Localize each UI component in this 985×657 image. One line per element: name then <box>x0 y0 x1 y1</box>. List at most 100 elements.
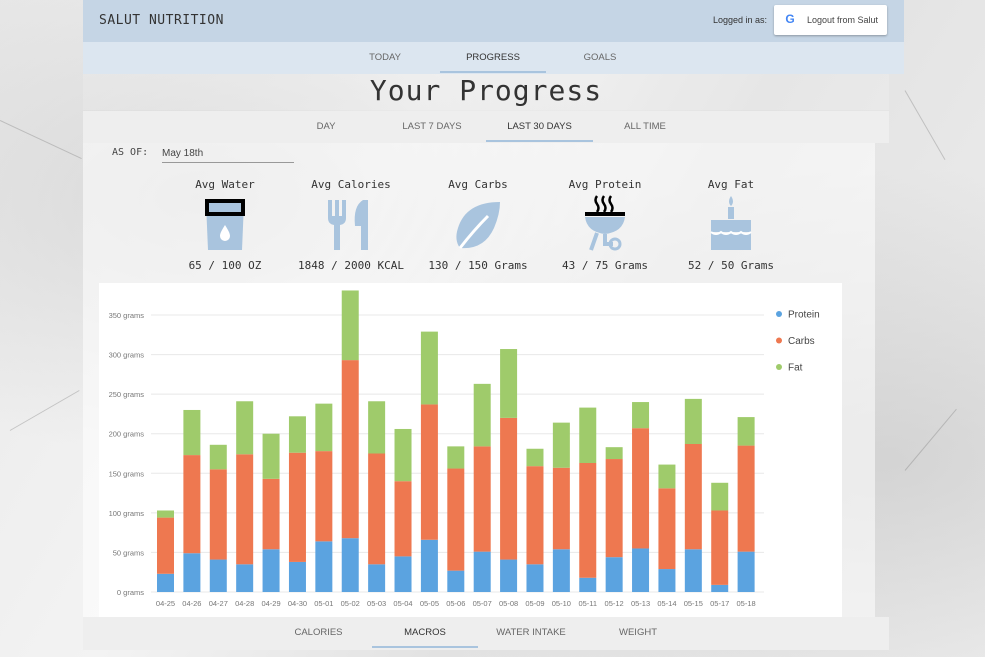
y-tick-label: 250 grams <box>109 390 145 399</box>
bar-carbs <box>236 454 254 565</box>
bar-protein <box>552 549 570 592</box>
stat-value: 43 / 75 Grams <box>561 259 649 272</box>
x-tick-label: 05-11 <box>578 599 597 608</box>
bar-carbs <box>262 478 280 550</box>
bar-fat <box>236 401 254 455</box>
x-tick-label: 04-27 <box>209 599 228 608</box>
bar-protein <box>420 539 438 592</box>
chart-tabs: CALORIES MACROS WATER INTAKE WEIGHT <box>83 617 889 650</box>
logged-in-label: Logged in as: <box>713 15 768 25</box>
cake-icon <box>671 192 791 254</box>
legend-label: Protein <box>788 310 820 321</box>
page-title: Your Progress <box>83 74 889 110</box>
bar-fat <box>447 446 465 469</box>
tab-last-7-days[interactable]: LAST 7 DAYS <box>402 121 462 132</box>
legend-label: Fat <box>788 363 803 374</box>
bar-carbs <box>420 404 438 540</box>
bar-fat <box>500 349 518 418</box>
stat-label: Avg Protein <box>568 178 642 191</box>
app-window: SALUT NUTRITION Logged in as: G Logout f… <box>83 0 904 657</box>
bar-protein <box>737 551 755 592</box>
x-tick-label: 04-25 <box>156 599 175 608</box>
tab-last-30-days[interactable]: LAST 30 DAYS <box>486 111 593 143</box>
logout-button[interactable]: G Logout from Salut <box>774 5 887 35</box>
bar-protein <box>183 553 201 592</box>
x-tick-label: 05-02 <box>341 599 360 608</box>
tab-weight[interactable]: WEIGHT <box>619 627 657 638</box>
bar-protein <box>341 538 359 592</box>
y-tick-label: 150 grams <box>109 469 145 478</box>
bar-protein <box>711 584 729 592</box>
bar-fat <box>288 416 306 453</box>
stat-protein: Avg Protein 43 / 75 Grams <box>545 178 665 272</box>
tab-goals[interactable]: GOALS <box>583 52 617 63</box>
google-icon: G <box>785 12 795 26</box>
bar-protein <box>684 549 702 592</box>
background-vein <box>9 390 80 431</box>
bar-carbs <box>500 417 518 560</box>
x-tick-label: 05-13 <box>631 599 650 608</box>
tab-water-intake[interactable]: WATER INTAKE <box>496 627 566 638</box>
bar-fat <box>209 444 227 470</box>
bar-carbs <box>658 488 676 570</box>
brand-logo[interactable]: SALUT NUTRITION <box>99 13 224 28</box>
bar-fat <box>632 402 650 429</box>
grill-icon <box>545 192 665 254</box>
x-tick-label: 05-09 <box>525 599 544 608</box>
bar-fat <box>315 403 333 452</box>
bar-protein <box>315 541 333 592</box>
bar-fat <box>157 510 174 518</box>
macros-chart-svg: 0 grams 50 grams 100 grams 150 grams 200 gra… <box>109 290 820 608</box>
y-tick-label: 50 grams <box>113 548 145 557</box>
tab-calories[interactable]: CALORIES <box>294 627 343 638</box>
legend-marker <box>776 311 782 317</box>
bar-fat <box>658 464 676 489</box>
x-tick-label: 04-28 <box>235 599 254 608</box>
bar-fat <box>473 383 491 447</box>
stat-value: 1848 / 2000 KCAL <box>298 259 404 272</box>
top-bar: SALUT NUTRITION Logged in as: G Logout f… <box>83 0 904 42</box>
bar-fat <box>552 422 570 468</box>
x-tick-label: 05-03 <box>367 599 386 608</box>
tab-day[interactable]: DAY <box>316 121 336 132</box>
as-of-label: AS OF: <box>112 147 149 158</box>
bar-carbs <box>368 453 386 565</box>
legend-label: Carbs <box>788 336 815 347</box>
x-tick-label: 05-10 <box>552 599 571 608</box>
tab-macros[interactable]: MACROS <box>372 617 478 649</box>
bar-protein <box>157 573 174 592</box>
stat-calories: Avg Calories 1848 / 2000 KCAL <box>291 178 411 272</box>
x-tick-label: 04-29 <box>261 599 280 608</box>
bar-fat <box>394 428 412 482</box>
bar-carbs <box>341 360 359 539</box>
bar-protein <box>658 569 676 592</box>
background-vein <box>904 90 946 161</box>
stat-value: 52 / 50 Grams <box>687 259 775 272</box>
bar-carbs <box>183 455 201 554</box>
x-tick-label: 05-04 <box>393 599 412 608</box>
as-of-date-input[interactable]: May 18th <box>162 145 294 163</box>
tab-today[interactable]: TODAY <box>369 52 401 63</box>
background-vein <box>904 408 957 471</box>
x-tick-label: 05-12 <box>605 599 624 608</box>
stat-label: Avg Fat <box>707 178 755 191</box>
tab-all-time[interactable]: ALL TIME <box>624 121 666 132</box>
bar-carbs <box>288 452 306 562</box>
y-tick-label: 300 grams <box>109 351 145 360</box>
bar-fat <box>579 407 597 463</box>
bar-protein <box>236 564 254 592</box>
tab-progress[interactable]: PROGRESS <box>440 42 546 74</box>
bar-carbs <box>579 462 597 578</box>
x-tick-label: 05-07 <box>473 599 492 608</box>
bar-protein <box>368 564 386 592</box>
y-tick-label: 200 grams <box>109 430 145 439</box>
bar-fat <box>526 448 544 467</box>
stat-label: Avg Carbs <box>448 178 508 191</box>
y-tick-label: 100 grams <box>109 509 145 518</box>
bar-carbs <box>447 468 465 571</box>
stat-fat: Avg Fat 52 / 50 Grams <box>671 178 791 272</box>
stat-value: 130 / 150 Grams <box>428 259 528 272</box>
x-tick-label: 04-26 <box>182 599 201 608</box>
background-vein <box>0 120 82 159</box>
main-nav: TODAY PROGRESS GOALS <box>83 42 904 74</box>
